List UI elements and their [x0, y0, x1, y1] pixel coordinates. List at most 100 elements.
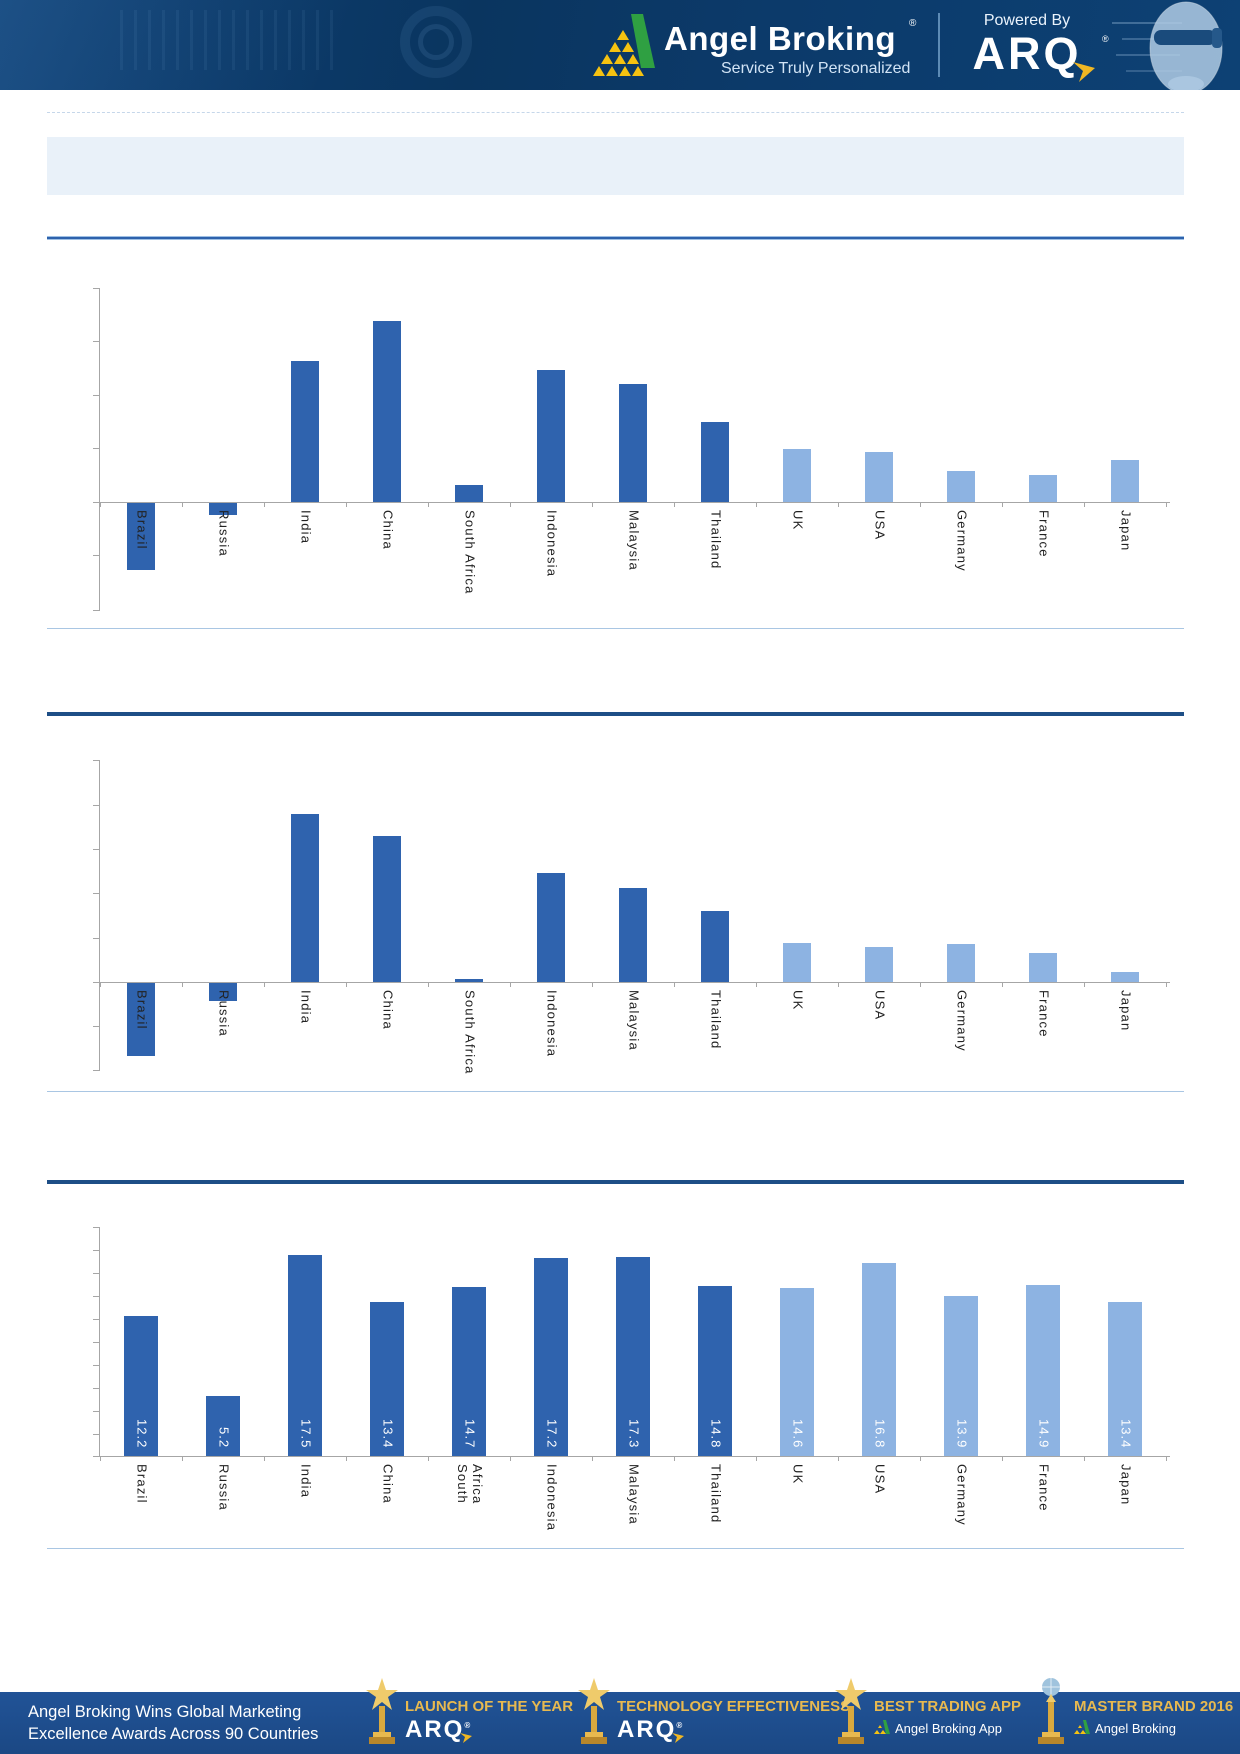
x-axis-tick: [1002, 502, 1003, 507]
bar-brazil: [127, 503, 155, 570]
category-label: Japan: [1084, 1464, 1166, 1505]
brand-name: Angel Broking: [664, 20, 897, 57]
category-label-text: Indonesia: [544, 1464, 560, 1532]
category-label-text: China: [380, 1464, 396, 1504]
y-axis-tick: [93, 288, 100, 289]
category-label: Japan: [1084, 990, 1166, 1031]
bar-chart-2: Brazil Russia India China South Africa Indone…: [93, 760, 1170, 1190]
x-axis-tick: [346, 982, 347, 987]
arq-registered-mark: ®: [1102, 34, 1109, 44]
bar-malaysia: [619, 888, 647, 982]
category-label-text: India: [298, 510, 314, 545]
category-label-text: Germany: [954, 1464, 970, 1526]
x-axis-tick: [756, 982, 757, 987]
y-axis-tick: [93, 341, 100, 342]
category-label-text: Brazil: [134, 510, 150, 550]
category-label-text: India: [298, 990, 314, 1025]
trophy-icon: [835, 1678, 867, 1744]
category-label: Russia: [182, 510, 264, 557]
bar-brazil: [127, 983, 155, 1056]
bar-value-label: 14.8: [674, 1419, 756, 1448]
bar-value-text: 17.2: [544, 1418, 560, 1448]
category-label: USA: [838, 1464, 920, 1494]
category-label: Brazil: [100, 1464, 182, 1504]
category-label: France: [1002, 990, 1084, 1038]
category-label: Malaysia: [592, 990, 674, 1051]
category-label-text: China: [380, 990, 396, 1030]
bar-usa: [865, 452, 893, 502]
bar-value-text: 14.7: [462, 1418, 478, 1448]
y-axis-tick: [93, 938, 100, 939]
bar-value-text: 13.4: [1118, 1418, 1134, 1448]
bar-south-africa: [452, 1287, 486, 1456]
category-label-text: Malaysia: [626, 1464, 642, 1525]
y-axis-tick: [93, 1319, 100, 1320]
bar-russia: [206, 1396, 240, 1456]
bar-china: [373, 321, 401, 502]
category-label: USA: [838, 510, 920, 540]
brand-tagline: Service Truly Personalized: [721, 60, 911, 77]
category-label: USA: [838, 990, 920, 1020]
category-label-text: South Africa: [462, 990, 478, 1075]
category-label-text: Brazil: [134, 990, 150, 1030]
x-axis-tick: [1002, 1456, 1003, 1461]
category-label: UK: [756, 990, 838, 1010]
bar-value-text: 14.9: [1036, 1418, 1052, 1448]
y-axis: [99, 1227, 100, 1456]
bar-malaysia: [616, 1257, 650, 1456]
footer-message-line2: Excellence Awards Across 90 Countries: [28, 1725, 319, 1744]
award-title: MASTER BRAND 2016: [1074, 1698, 1234, 1715]
x-axis-tick: [674, 1456, 675, 1461]
x-axis-tick: [1166, 502, 1167, 507]
arq-lightning-bolt-icon: [672, 1733, 685, 1743]
category-label: India: [264, 990, 346, 1024]
category-label-text: UK: [790, 510, 806, 531]
category-label: China: [346, 990, 428, 1030]
bar-uk: [783, 943, 811, 982]
category-label: Indonesia: [510, 990, 592, 1057]
y-axis-tick: [93, 1388, 100, 1389]
bar-chart-1: Brazil Russia India China South Africa Indone…: [93, 288, 1170, 730]
x-axis-tick: [100, 502, 101, 507]
category-label: Brazil: [100, 990, 182, 1030]
bar-brazil: [124, 1316, 158, 1456]
bar-value-text: 14.6: [790, 1418, 806, 1448]
category-label-text: China: [380, 510, 396, 550]
x-axis: [96, 1456, 1170, 1457]
y-axis-tick: [93, 1273, 100, 1274]
x-axis-tick: [674, 982, 675, 987]
globe-trophy-icon: [1038, 1678, 1064, 1744]
section-divider-thin: [47, 1091, 1184, 1092]
category-label-text: France: [1036, 1464, 1052, 1512]
footer-message-line1: Angel Broking Wins Global Marketing: [28, 1703, 302, 1721]
y-axis-tick: [93, 893, 100, 894]
y-axis-tick: [93, 760, 100, 761]
category-label-text: UK: [790, 990, 806, 1011]
category-label: France: [1002, 510, 1084, 558]
y-axis-tick: [93, 610, 100, 611]
x-axis-tick: [428, 502, 429, 507]
y-axis-tick: [93, 1250, 100, 1251]
y-axis-tick: [93, 1070, 100, 1071]
x-axis-tick: [838, 982, 839, 987]
category-label: Japan: [1084, 510, 1166, 551]
x-axis-tick: [346, 502, 347, 507]
award-title: LAUNCH OF THE YEAR: [405, 1698, 574, 1715]
category-label: UK: [756, 1464, 838, 1484]
bar-value-label: 13.4: [346, 1419, 428, 1448]
bar-value-label: 12.2: [100, 1419, 182, 1448]
y-axis-tick: [93, 805, 100, 806]
y-axis-tick: [93, 555, 100, 556]
bar-south-africa: [455, 485, 483, 502]
bar-china: [373, 836, 401, 982]
x-axis-tick: [1084, 1456, 1085, 1461]
x-axis-tick: [1084, 982, 1085, 987]
x-axis-tick: [428, 982, 429, 987]
x-axis-tick: [838, 1456, 839, 1461]
bar-thailand: [701, 911, 729, 982]
y-axis-tick: [93, 1026, 100, 1027]
x-axis-tick: [674, 502, 675, 507]
x-axis-tick: [100, 982, 101, 987]
category-label: China: [346, 1464, 428, 1504]
